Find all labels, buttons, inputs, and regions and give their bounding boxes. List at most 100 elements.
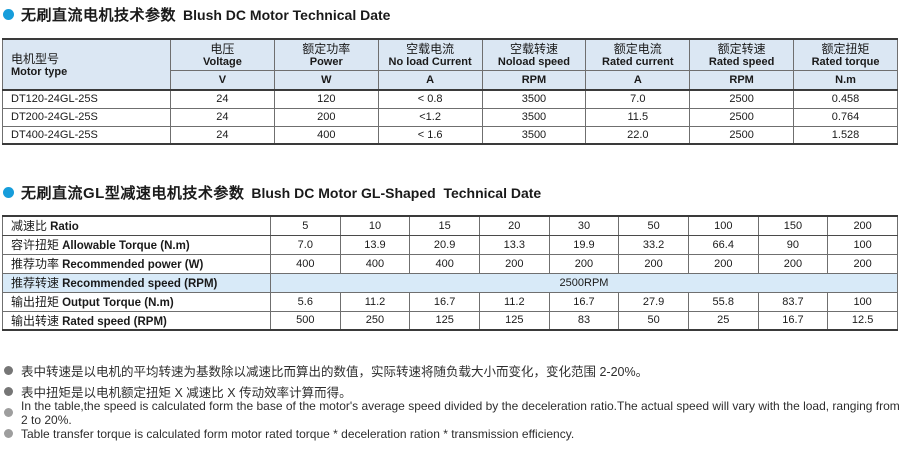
row-label-en: Allowable Torque (N.m) (62, 240, 190, 252)
bullet-icon (3, 187, 14, 198)
section1-title: 无刷直流电机技术参数 Blush DC Motor Technical Date (3, 0, 900, 25)
table-cell: 13.9 (339, 234, 411, 255)
bullet-icon (4, 366, 13, 375)
table-cell: <1.2 (377, 107, 483, 127)
table-row: DT120-24GL-25S 24 120 < 0.8 3500 7.0 250… (2, 89, 898, 109)
row-label-en: Ratio (50, 221, 79, 234)
table-cell: 200 (478, 253, 550, 274)
unit-cell: A (377, 69, 483, 91)
table-cell: 3500 (481, 125, 587, 145)
col-header-en: No load Current (388, 55, 472, 68)
col-header-zh: 额定转速 (717, 41, 766, 56)
motor-spec-table: 电机型号 Motor type 电压 Voltage 额定功率 Power 空载… (2, 38, 898, 145)
table-cell: 27.9 (618, 291, 689, 312)
merged-speed-cell: 2500RPM (270, 272, 898, 293)
footnotes: 表中转速是以电机的平均转速为基数除以减速比而算出的数值，实际转速将随负载大小而变… (4, 360, 900, 444)
rated-speed-row: 输出转速 Rated speed (RPM) 500 250 125 125 8… (2, 310, 898, 331)
table-cell: 55.8 (687, 291, 759, 312)
col-header-zh: 额定电流 (613, 41, 662, 56)
table-cell: 200 (827, 253, 898, 274)
col-header-en: Power (309, 55, 343, 68)
table-row: DT400-24GL-25S 24 400 < 1.6 3500 22.0 25… (2, 125, 898, 145)
row-label-en: Recommended speed (RPM) (62, 278, 218, 290)
table-cell: 11.5 (585, 107, 691, 127)
table-cell: 24 (170, 89, 275, 109)
row-label-zh: 输出扭矩 (11, 295, 60, 309)
table-cell: 400 (339, 253, 411, 274)
table-cell: 500 (270, 310, 341, 331)
table-cell: 66.4 (687, 234, 759, 255)
table-cell: 400 (273, 125, 379, 145)
table-cell: 200 (687, 253, 759, 274)
footnote-line: 表中转速是以电机的平均转速为基数除以减速比而算出的数值，实际转速将随负载大小而变… (4, 360, 900, 381)
row-label: 输出扭矩 Output Torque (N.m) (2, 291, 271, 312)
unit-cell: RPM (481, 69, 587, 91)
row-label: 推荐功率 Recommended power (W) (2, 253, 271, 274)
unit-cell: W (273, 69, 379, 91)
gear-motor-spec-table: 减速比 Ratio 5 10 15 20 30 50 100 150 200 容… (2, 215, 898, 331)
table-cell: 120 (273, 89, 379, 109)
table-cell: 2500 (689, 107, 795, 127)
col-header-en: Noload speed (497, 55, 571, 68)
ratio-row: 减速比 Ratio 5 10 15 20 30 50 100 150 200 (2, 215, 898, 236)
row-label-zh: 输出转速 (11, 313, 60, 328)
section1-title-en: Blush DC Motor Technical Date (183, 6, 391, 23)
col-header-en: Rated torque (811, 55, 880, 68)
row-label-zh: 容许扭矩 (11, 238, 60, 252)
recommended-speed-row: 推荐转速 Recommended speed (RPM) 2500RPM (2, 272, 898, 293)
table-cell: 20.9 (409, 234, 480, 255)
table-cell: 400 (409, 253, 480, 274)
col-header-rated-speed: 额定转速 Rated speed (689, 38, 795, 71)
unit-cell: A (585, 69, 691, 91)
table-cell: 13.3 (478, 234, 550, 255)
row-label: 容许扭矩 Allowable Torque (N.m) (2, 234, 271, 255)
row-label: 推荐转速 Recommended speed (RPM) (2, 272, 271, 293)
table-cell: 100 (827, 234, 898, 255)
unit-cell: RPM (689, 69, 795, 91)
table-cell: 12.5 (827, 310, 898, 331)
footnote-text: 表中转速是以电机的平均转速为基数除以减速比而算出的数值，实际转速将随负载大小而变… (21, 365, 649, 379)
motor-model-cell: DT400-24GL-25S (2, 125, 171, 145)
table-cell: 400 (270, 253, 341, 274)
footnote-line: In the table,the speed is calculated for… (4, 399, 900, 427)
table-cell: 0.764 (793, 107, 898, 127)
row-label-en: Output Torque (N.m) (62, 297, 174, 309)
row-label: 输出转速 Rated speed (RPM) (2, 310, 271, 331)
table-cell: 15 (409, 215, 480, 236)
row-label-en: Rated speed (RPM) (62, 315, 167, 328)
table-cell: 250 (339, 310, 411, 331)
table-cell: 22.0 (585, 125, 691, 145)
table-cell: 7.0 (270, 234, 341, 255)
allowable-torque-row: 容许扭矩 Allowable Torque (N.m) 7.0 13.9 20.… (2, 234, 898, 255)
table-cell: 10 (339, 215, 411, 236)
table-cell: < 1.6 (377, 125, 483, 145)
table-cell: 16.7 (409, 291, 480, 312)
row-label-zh: 推荐转速 (11, 276, 60, 290)
col-header-noload-speed: 空载转速 Noload speed (481, 38, 587, 71)
table-cell: 83 (548, 310, 620, 331)
section1-title-zh: 无刷直流电机技术参数 (21, 7, 177, 24)
row-label-zh: 减速比 (11, 219, 48, 234)
table-cell: 3500 (481, 89, 587, 109)
table-cell: 19.9 (548, 234, 620, 255)
col-header-noload-current: 空载电流 No load Current (377, 38, 483, 71)
footnote-text: 表中扭矩是以电机额定扭矩 X 减速比 X 传动效率计算而得。 (21, 386, 352, 400)
table-cell: 100 (687, 215, 759, 236)
table-cell: 200 (757, 253, 829, 274)
row-label: 减速比 Ratio (2, 215, 271, 236)
section2-title-zh: 无刷直流GL型减速电机技术参数 (21, 185, 245, 202)
table-cell: 50 (618, 310, 689, 331)
unit-cell: V (170, 69, 275, 91)
table-cell: 200 (618, 253, 689, 274)
col-header-rated-current: 额定电流 Rated current (585, 38, 691, 71)
table-cell: 1.528 (793, 125, 898, 145)
col-header-en: Rated speed (708, 55, 775, 68)
table-cell: 125 (409, 310, 480, 331)
col-header-zh: 额定扭矩 (821, 41, 870, 56)
footnote-line: 表中扭矩是以电机额定扭矩 X 减速比 X 传动效率计算而得。 (4, 381, 900, 402)
table-row: DT200-24GL-25S 24 200 <1.2 3500 11.5 250… (2, 107, 898, 127)
col-header-zh: 电压 (210, 41, 235, 56)
row-label-en: Recommended power (W) (62, 259, 204, 271)
table-cell: 3500 (481, 107, 587, 127)
